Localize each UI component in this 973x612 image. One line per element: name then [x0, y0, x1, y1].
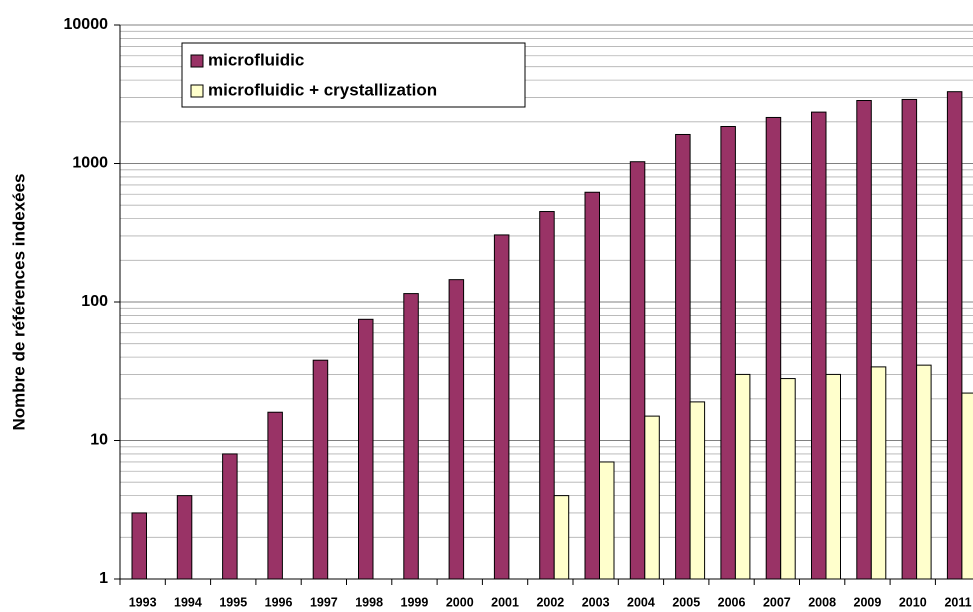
bar [539, 211, 555, 580]
legend-swatch [190, 84, 204, 98]
bar [675, 133, 691, 580]
bar [131, 512, 147, 580]
bar [267, 411, 283, 580]
x-tick-label: 2005 [672, 595, 700, 609]
bar [780, 378, 796, 580]
x-tick-label: 1995 [219, 595, 247, 609]
x-tick-label: 2008 [808, 595, 836, 609]
bar [403, 293, 419, 580]
bar [720, 125, 736, 580]
y-tick-label: 100 [81, 293, 108, 310]
x-tick-label: 2001 [491, 595, 519, 609]
x-tick-label: 1996 [265, 595, 293, 609]
x-tick-label: 2003 [582, 595, 610, 609]
bar [553, 495, 570, 580]
bar [644, 415, 660, 580]
x-tick-label: 1998 [355, 595, 383, 609]
bar [916, 364, 932, 580]
x-tick-label: 2006 [718, 595, 746, 609]
x-tick-label: 2002 [536, 595, 564, 609]
bar [825, 373, 841, 580]
x-tick-label: 2011 [944, 595, 971, 609]
bar [856, 100, 872, 580]
x-tick-label: 2004 [627, 595, 655, 609]
bar [629, 161, 646, 580]
y-tick-label: 1 [99, 570, 108, 587]
legend-label: microfluidic + crystallization [208, 80, 437, 99]
bar [734, 373, 751, 580]
bar [946, 91, 963, 580]
bar [811, 111, 827, 580]
x-tick-label: 1997 [310, 595, 338, 609]
bar [901, 98, 918, 580]
x-tick-label: 1999 [401, 595, 429, 609]
x-tick-label: 2007 [763, 595, 791, 609]
bar [448, 279, 465, 580]
x-tick-label: 1993 [129, 595, 157, 609]
y-tick-label: 10000 [64, 16, 109, 33]
bar [222, 453, 238, 580]
x-tick-label: 2010 [899, 595, 927, 609]
x-tick-label: 1994 [174, 595, 202, 609]
y-tick-label: 10 [90, 432, 108, 449]
x-tick-label: 2009 [854, 595, 882, 609]
bar [312, 359, 329, 580]
bar [961, 392, 973, 580]
legend-box [181, 42, 526, 108]
bar [493, 234, 510, 580]
legend-label: microfluidic [208, 50, 304, 69]
x-tick-label: 2000 [446, 595, 474, 609]
y-tick-label: 1000 [72, 155, 108, 172]
bar [765, 116, 782, 580]
legend-swatch [190, 54, 204, 68]
bar [584, 191, 600, 580]
bar [870, 366, 887, 580]
bar [599, 461, 615, 580]
bar [689, 401, 706, 580]
bar [176, 495, 193, 580]
y-axis-label: Nombre de références indexées [9, 173, 28, 430]
bar [358, 318, 374, 580]
